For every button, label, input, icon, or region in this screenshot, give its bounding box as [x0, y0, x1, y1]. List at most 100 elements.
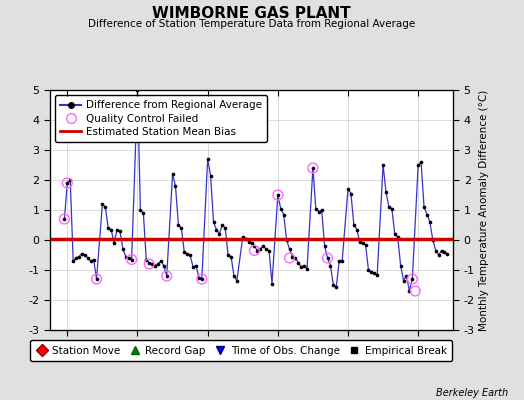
Point [390, 231, 399, 237]
Point [385, 204, 393, 210]
Point [373, 271, 381, 278]
Point [157, 258, 165, 264]
Point [98, 201, 106, 207]
Point [259, 243, 267, 249]
Legend: Station Move, Record Gap, Time of Obs. Change, Empirical Break: Station Move, Record Gap, Time of Obs. C… [30, 340, 452, 361]
Point [291, 255, 300, 261]
Point [183, 250, 191, 257]
Point [189, 264, 197, 270]
Point [332, 283, 341, 290]
Point [364, 267, 373, 273]
Point [370, 270, 378, 276]
Text: Difference of Station Temperature Data from Regional Average: Difference of Station Temperature Data f… [88, 19, 415, 29]
Point [355, 238, 364, 245]
Point [423, 211, 431, 218]
Point [309, 165, 317, 171]
Point [233, 277, 241, 284]
Point [394, 234, 402, 240]
Point [63, 180, 71, 186]
Point [84, 255, 92, 261]
Point [86, 258, 95, 264]
Point [133, 87, 141, 93]
Point [408, 276, 417, 282]
Point [286, 255, 294, 261]
Point [256, 246, 265, 252]
Point [195, 274, 203, 281]
Point [397, 262, 405, 269]
Point [224, 252, 232, 258]
Point [198, 276, 206, 282]
Point [177, 225, 185, 231]
Point [250, 247, 259, 254]
Point [92, 276, 101, 282]
Point [127, 256, 136, 263]
Point [72, 255, 80, 261]
Point [136, 207, 145, 213]
Point [148, 261, 156, 267]
Point [277, 205, 285, 212]
Point [151, 262, 159, 269]
Point [238, 234, 247, 240]
Point [142, 256, 150, 263]
Point [162, 273, 171, 279]
Text: Berkeley Earth: Berkeley Earth [436, 388, 508, 398]
Point [314, 208, 323, 215]
Point [122, 253, 130, 260]
Point [78, 250, 86, 257]
Point [318, 207, 326, 213]
Point [312, 205, 320, 212]
Point [268, 280, 276, 287]
Point [139, 210, 148, 216]
Point [344, 186, 352, 192]
Point [350, 222, 358, 228]
Point [279, 211, 288, 218]
Legend: Difference from Regional Average, Quality Control Failed, Estimated Station Mean: Difference from Regional Average, Qualit… [55, 95, 267, 142]
Point [110, 240, 118, 246]
Point [66, 177, 74, 183]
Point [323, 255, 332, 261]
Point [212, 226, 221, 233]
Point [353, 226, 361, 233]
Point [145, 259, 154, 266]
Point [338, 258, 346, 264]
Point [399, 277, 408, 284]
Point [323, 255, 332, 261]
Point [118, 246, 127, 252]
Point [90, 256, 98, 263]
Point [113, 226, 121, 233]
Point [221, 225, 230, 231]
Point [162, 273, 171, 279]
Point [192, 262, 200, 269]
Point [244, 238, 253, 245]
Point [230, 273, 238, 279]
Point [265, 247, 273, 254]
Point [107, 226, 115, 233]
Point [438, 247, 446, 254]
Point [75, 253, 83, 260]
Point [198, 276, 206, 282]
Point [440, 249, 449, 255]
Point [186, 252, 194, 258]
Point [203, 156, 212, 162]
Point [168, 171, 177, 177]
Point [434, 252, 443, 258]
Point [242, 235, 250, 242]
Point [347, 190, 355, 197]
Point [174, 222, 183, 228]
Point [320, 243, 329, 249]
Point [101, 204, 110, 210]
Point [425, 219, 434, 225]
Point [408, 276, 417, 282]
Point [215, 231, 224, 237]
Point [300, 262, 308, 269]
Point [286, 246, 294, 252]
Point [81, 252, 89, 258]
Point [218, 222, 226, 228]
Point [402, 273, 411, 279]
Point [125, 255, 133, 261]
Point [63, 180, 71, 186]
Point [294, 259, 302, 266]
Point [432, 247, 440, 254]
Point [282, 237, 291, 243]
Point [429, 237, 437, 243]
